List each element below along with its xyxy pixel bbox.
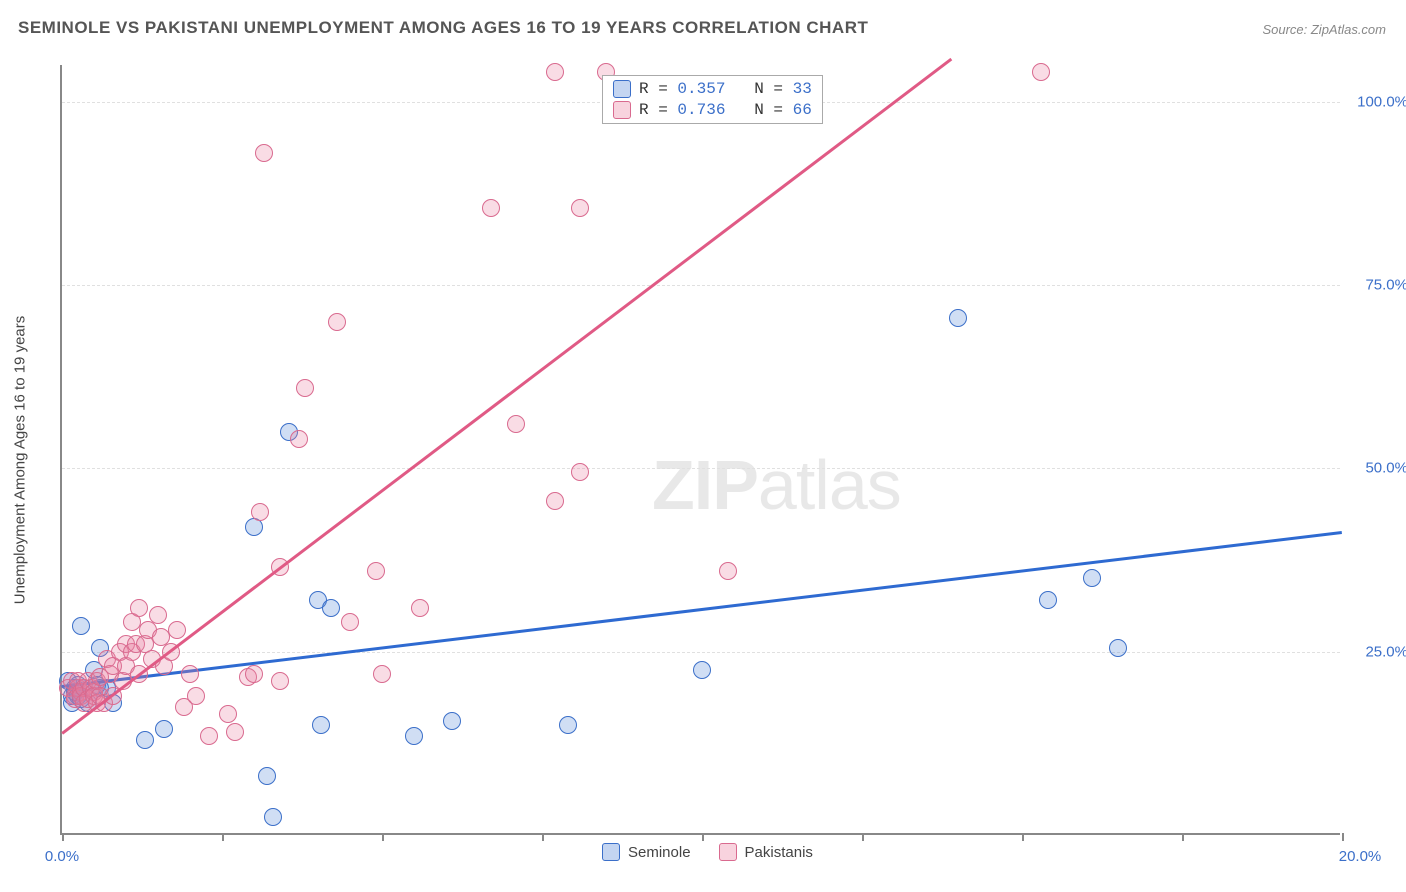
data-point (296, 379, 314, 397)
data-point (546, 492, 564, 510)
chart-title: SEMINOLE VS PAKISTANI UNEMPLOYMENT AMONG… (18, 18, 868, 38)
data-point (219, 705, 237, 723)
y-tick-label: 50.0% (1365, 460, 1406, 477)
data-point (571, 199, 589, 217)
data-point (373, 665, 391, 683)
data-point (136, 731, 154, 749)
data-point (322, 599, 340, 617)
data-point (328, 313, 346, 331)
source-label: Source: (1262, 22, 1310, 37)
data-point (264, 808, 282, 826)
data-point (443, 712, 461, 730)
y-axis-label: Unemployment Among Ages 16 to 19 years (12, 316, 29, 605)
x-tick-label-start: 0.0% (45, 848, 79, 865)
legend-label: Seminole (628, 844, 691, 861)
data-point (341, 613, 359, 631)
data-point (168, 621, 186, 639)
source-citation: Source: ZipAtlas.com (1262, 22, 1386, 37)
plot-area: ZIPatlas 25.0%50.0%75.0%100.0%0.0%20.0%R… (60, 65, 1340, 835)
data-point (72, 617, 90, 635)
data-point (130, 599, 148, 617)
legend-row: R = 0.736 N = 66 (613, 101, 812, 119)
legend-swatch (719, 843, 737, 861)
data-point (251, 503, 269, 521)
data-point (1109, 639, 1127, 657)
grid-line (62, 652, 1340, 653)
data-point (200, 727, 218, 745)
data-point (507, 415, 525, 433)
grid-line (62, 468, 1340, 469)
legend-label: Pakistanis (745, 844, 813, 861)
y-tick-label: 100.0% (1357, 93, 1406, 110)
legend-swatch (602, 843, 620, 861)
legend-item: Pakistanis (719, 843, 813, 861)
data-point (405, 727, 423, 745)
y-tick-label: 75.0% (1365, 277, 1406, 294)
data-point (559, 716, 577, 734)
legend-stats: R = 0.357 N = 33 (639, 80, 812, 98)
x-tick (1182, 833, 1184, 841)
data-point (226, 723, 244, 741)
legend-item: Seminole (602, 843, 691, 861)
x-tick (1342, 833, 1344, 841)
y-tick-label: 25.0% (1365, 643, 1406, 660)
x-tick (62, 833, 64, 841)
data-point (546, 63, 564, 81)
data-point (949, 309, 967, 327)
data-point (245, 665, 263, 683)
data-point (1039, 591, 1057, 609)
data-point (258, 767, 276, 785)
data-point (411, 599, 429, 617)
grid-line (62, 285, 1340, 286)
data-point (1032, 63, 1050, 81)
chart-container: Unemployment Among Ages 16 to 19 years Z… (50, 50, 1386, 870)
x-tick (702, 833, 704, 841)
data-point (719, 562, 737, 580)
data-point (187, 687, 205, 705)
source-name: ZipAtlas.com (1311, 22, 1386, 37)
data-point (290, 430, 308, 448)
data-point (693, 661, 711, 679)
watermark: ZIPatlas (652, 445, 901, 525)
legend-swatch (613, 101, 631, 119)
x-tick (542, 833, 544, 841)
x-tick (862, 833, 864, 841)
watermark-light: atlas (758, 446, 901, 524)
x-tick (222, 833, 224, 841)
legend-stats: R = 0.736 N = 66 (639, 101, 812, 119)
legend-row: R = 0.357 N = 33 (613, 80, 812, 98)
x-tick (1022, 833, 1024, 841)
data-point (149, 606, 167, 624)
data-point (1083, 569, 1101, 587)
data-point (571, 463, 589, 481)
data-point (181, 665, 199, 683)
x-tick-label-end: 20.0% (1339, 848, 1382, 865)
series-legend: Seminole Pakistanis (602, 843, 813, 861)
data-point (482, 199, 500, 217)
watermark-bold: ZIP (652, 446, 758, 524)
data-point (367, 562, 385, 580)
data-point (155, 720, 173, 738)
x-tick (382, 833, 384, 841)
data-point (255, 144, 273, 162)
data-point (312, 716, 330, 734)
data-point (271, 672, 289, 690)
legend-swatch (613, 80, 631, 98)
correlation-legend: R = 0.357 N = 33 R = 0.736 N = 66 (602, 75, 823, 124)
